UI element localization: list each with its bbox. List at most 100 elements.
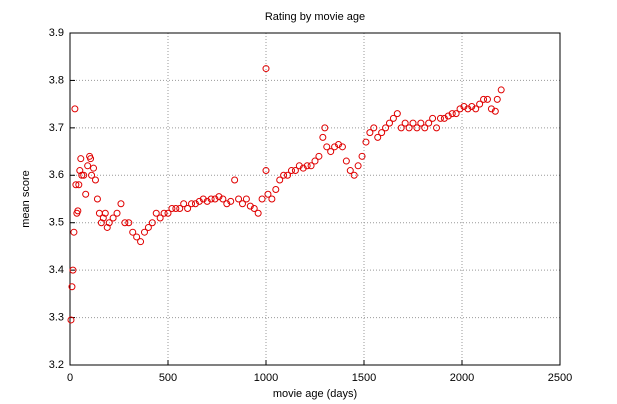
point bbox=[72, 181, 80, 189]
point bbox=[76, 167, 84, 175]
point bbox=[413, 124, 421, 132]
point bbox=[207, 195, 215, 203]
point bbox=[152, 209, 160, 217]
point bbox=[168, 204, 176, 212]
point bbox=[254, 209, 262, 217]
x-tick-label: 2000 bbox=[450, 372, 474, 384]
point bbox=[346, 167, 354, 175]
point bbox=[90, 164, 98, 172]
point bbox=[67, 316, 75, 324]
point bbox=[68, 283, 76, 291]
point bbox=[99, 214, 107, 222]
point bbox=[429, 114, 437, 122]
point bbox=[385, 119, 393, 127]
point bbox=[242, 195, 250, 203]
y-tick-label: 3.9 bbox=[49, 27, 64, 39]
y-tick-label: 3.7 bbox=[49, 122, 64, 134]
point bbox=[448, 110, 456, 118]
point bbox=[188, 200, 196, 208]
point bbox=[299, 164, 307, 172]
point bbox=[195, 197, 203, 205]
point bbox=[88, 171, 96, 179]
point bbox=[215, 193, 223, 201]
point bbox=[250, 204, 258, 212]
point bbox=[160, 209, 168, 217]
y-tick-label: 3.3 bbox=[49, 311, 64, 323]
point bbox=[70, 228, 78, 236]
point bbox=[409, 119, 417, 127]
point bbox=[125, 219, 133, 227]
plot-frame bbox=[69, 32, 561, 366]
point bbox=[417, 119, 425, 127]
point bbox=[219, 195, 227, 203]
point bbox=[405, 124, 413, 132]
point bbox=[452, 110, 460, 118]
point bbox=[480, 95, 488, 103]
y-tick-label: 3.6 bbox=[49, 169, 64, 181]
point bbox=[238, 200, 246, 208]
point bbox=[425, 119, 433, 127]
x-axis-label: movie age (days) bbox=[273, 388, 357, 400]
point bbox=[476, 100, 484, 108]
point bbox=[464, 105, 472, 113]
point bbox=[129, 228, 137, 236]
point bbox=[358, 152, 366, 160]
point bbox=[172, 204, 180, 212]
point bbox=[144, 223, 152, 231]
point bbox=[113, 209, 121, 217]
x-tick-label: 1500 bbox=[352, 372, 376, 384]
point bbox=[335, 140, 343, 148]
point bbox=[436, 114, 444, 122]
x-tick-label: 1000 bbox=[254, 372, 278, 384]
point bbox=[331, 143, 339, 151]
point bbox=[69, 266, 77, 274]
point bbox=[468, 103, 476, 111]
point bbox=[354, 162, 362, 170]
point bbox=[137, 238, 145, 246]
point bbox=[338, 143, 346, 151]
point bbox=[262, 167, 270, 175]
point bbox=[311, 157, 319, 165]
point bbox=[140, 228, 148, 236]
point bbox=[176, 204, 184, 212]
point bbox=[184, 204, 192, 212]
point bbox=[74, 207, 82, 215]
point bbox=[77, 155, 85, 163]
point bbox=[276, 176, 284, 184]
point bbox=[342, 157, 350, 165]
point bbox=[264, 190, 272, 198]
point bbox=[350, 171, 358, 179]
point bbox=[180, 200, 188, 208]
point bbox=[268, 195, 276, 203]
point bbox=[456, 105, 464, 113]
point bbox=[389, 114, 397, 122]
point bbox=[80, 171, 88, 179]
point bbox=[235, 195, 243, 203]
point bbox=[82, 190, 90, 198]
point bbox=[397, 124, 405, 132]
point bbox=[199, 195, 207, 203]
point bbox=[291, 167, 299, 175]
point bbox=[78, 171, 86, 179]
point bbox=[315, 152, 323, 160]
point bbox=[103, 223, 111, 231]
point bbox=[91, 176, 99, 184]
point bbox=[433, 124, 441, 132]
point bbox=[258, 195, 266, 203]
point bbox=[75, 181, 83, 189]
chart-title: Rating by movie age bbox=[265, 11, 365, 23]
point bbox=[97, 219, 105, 227]
point bbox=[211, 195, 219, 203]
point bbox=[327, 148, 335, 156]
y-tick-label: 3.4 bbox=[49, 264, 64, 276]
point bbox=[493, 95, 501, 103]
point bbox=[121, 219, 129, 227]
point bbox=[483, 95, 491, 103]
point bbox=[287, 167, 295, 175]
point bbox=[472, 105, 480, 113]
point bbox=[272, 186, 280, 194]
point bbox=[491, 107, 499, 115]
point bbox=[444, 112, 452, 120]
x-tick-label: 500 bbox=[159, 372, 177, 384]
